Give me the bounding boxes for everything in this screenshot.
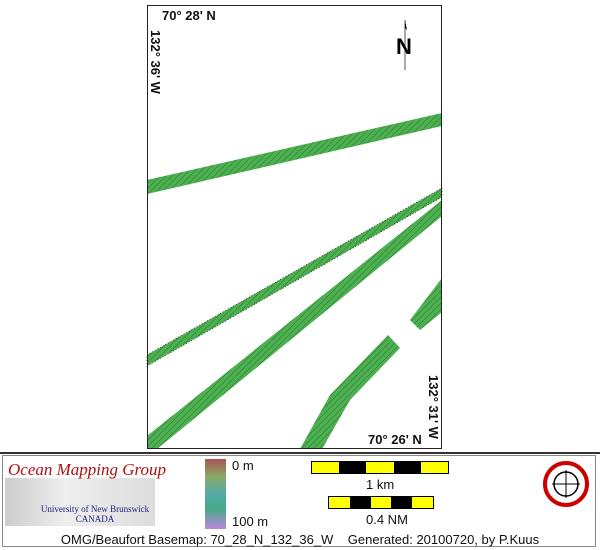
depth-colorbar	[205, 459, 226, 529]
scale-km-label: 1 km	[366, 477, 395, 492]
depth-top-label: 0 m	[232, 458, 254, 473]
legend-panel	[2, 455, 596, 547]
depth-bottom-label: 100 m	[232, 514, 269, 529]
lat-top-label: 70° 28' N	[162, 8, 216, 23]
generated-label: Generated: 20100720, by P.Kuus	[347, 532, 540, 547]
country-name: CANADA	[75, 514, 115, 524]
footer: OMG/Beaufort Basemap: 70_28_N_132_36_W G…	[0, 532, 600, 547]
lat-bottom-label: 70° 26' N	[368, 432, 422, 447]
basemap-label: OMG/Beaufort Basemap: 70_28_N_132_36_W	[60, 532, 334, 547]
lon-right-label: 132° 31' W	[426, 375, 441, 439]
north-label: N	[396, 34, 412, 59]
scale-bar-km	[311, 461, 449, 474]
swath-2	[146, 187, 443, 367]
scale-nm-label: 0.4 NM	[366, 512, 408, 527]
swath-5	[300, 335, 400, 449]
org-name: Ocean Mapping Group	[8, 460, 167, 479]
divider	[0, 452, 600, 454]
map-swaths	[146, 113, 443, 449]
map-frame	[147, 5, 442, 449]
swath-4	[410, 278, 442, 330]
north-arrow-icon: N	[395, 18, 415, 78]
swath-1	[147, 113, 442, 194]
scale-bar-nm	[328, 496, 434, 509]
omg-logo-image	[5, 478, 155, 526]
university-name: University of New Brunswick	[40, 504, 150, 514]
swath-3	[147, 200, 442, 449]
unb-seal-icon	[543, 461, 589, 512]
lon-left-label: 132° 36' W	[148, 30, 163, 94]
